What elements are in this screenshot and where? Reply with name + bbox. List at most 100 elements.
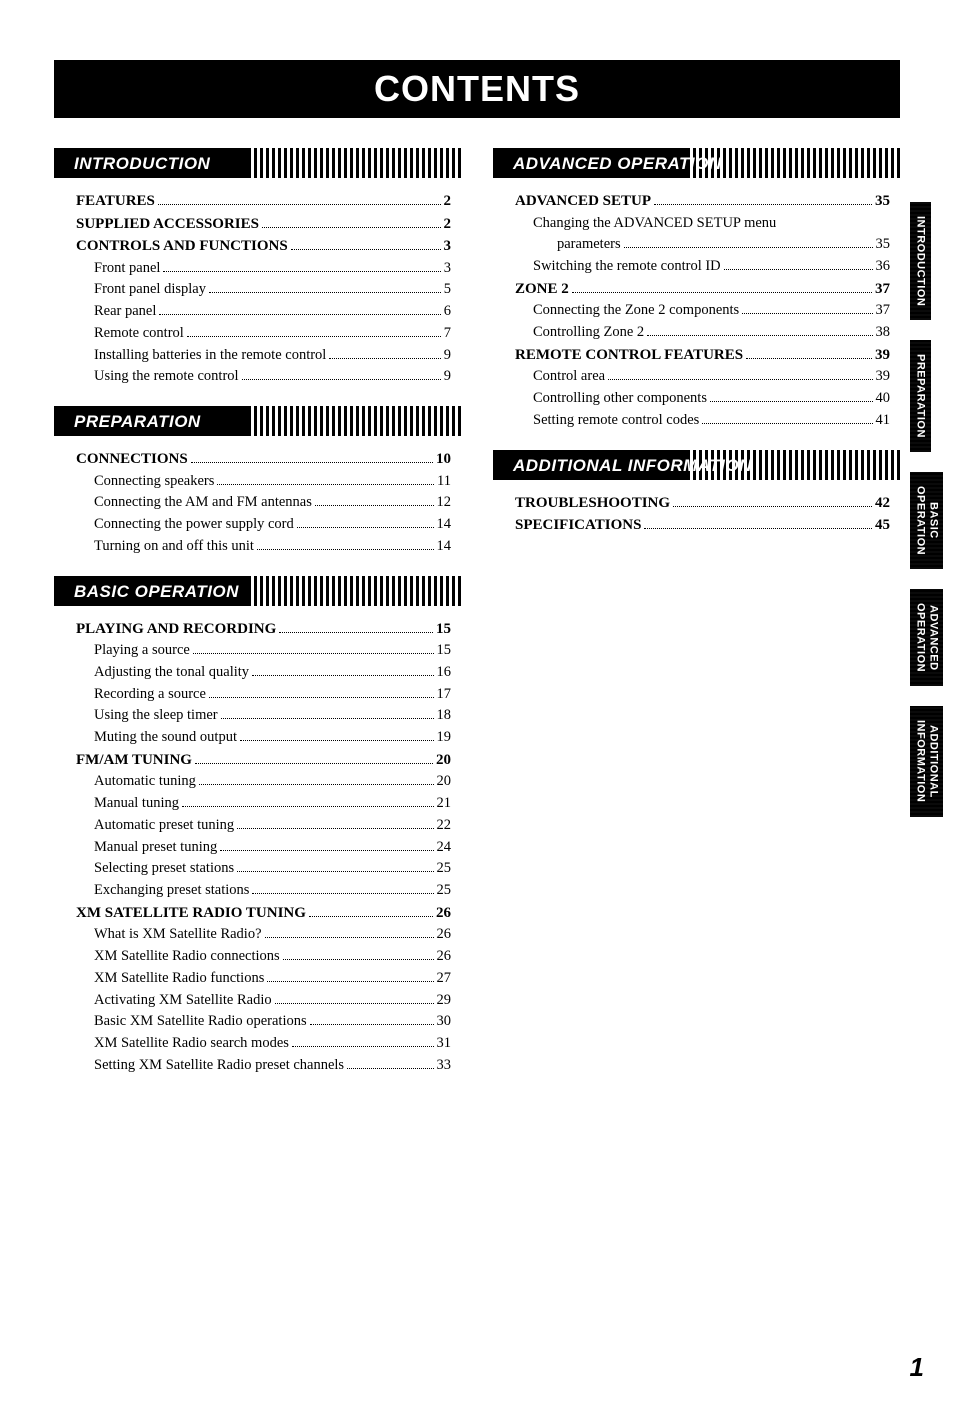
toc-page: 26: [437, 946, 452, 968]
toc-row: Automatic tuning20: [76, 771, 451, 793]
toc-page: 10: [436, 448, 451, 471]
toc-row: CONTROLS AND FUNCTIONS3: [76, 235, 451, 258]
toc-row: Installing batteries in the remote contr…: [76, 345, 451, 367]
toc-label: parameters: [557, 234, 621, 256]
toc-label: XM Satellite Radio search modes: [94, 1033, 289, 1055]
toc-leader-dots: [240, 740, 434, 741]
toc-page: 7: [444, 323, 451, 345]
toc-label: XM SATELLITE RADIO TUNING: [76, 902, 306, 925]
toc-leader-dots: [292, 1046, 434, 1047]
toc-page: 25: [437, 880, 452, 902]
toc-page: 15: [437, 640, 452, 662]
side-tab: INTRODUCTION: [910, 202, 931, 320]
toc-page: 3: [444, 235, 452, 258]
toc-leader-dots: [654, 204, 872, 205]
toc-row: CONNECTIONS10: [76, 448, 451, 471]
toc-row: Muting the sound output 19: [76, 727, 451, 749]
toc-row: ADVANCED SETUP35: [515, 190, 890, 213]
toc-row: Rear panel6: [76, 301, 451, 323]
toc-page: 6: [444, 301, 451, 323]
toc-label: Playing a source: [94, 640, 190, 662]
toc-label: Selecting preset stations: [94, 858, 234, 880]
toc-row: Using the remote control 9: [76, 366, 451, 388]
toc-leader-dots: [279, 632, 433, 633]
toc-row: Switching the remote control ID 36: [515, 256, 890, 278]
toc-page: 9: [444, 366, 451, 388]
toc-leader-dots: [221, 718, 434, 719]
toc-row: XM SATELLITE RADIO TUNING 26: [76, 902, 451, 925]
toc-page: 33: [437, 1055, 452, 1077]
toc-page: 37: [876, 300, 891, 322]
toc-leader-dots: [242, 379, 441, 380]
tab-line2: PREPARATION: [914, 354, 927, 438]
toc-label: Muting the sound output: [94, 727, 237, 749]
toc-page: 20: [436, 749, 451, 772]
toc-columns: INTRODUCTION FEATURES2SUPPLIED ACCESSORI…: [54, 148, 900, 1095]
toc-leader-dots: [237, 828, 433, 829]
toc-leader-dots: [297, 527, 434, 528]
toc-row: Front panel display5: [76, 279, 451, 301]
toc-leader-dots: [572, 292, 872, 293]
toc-label: Switching the remote control ID: [533, 256, 721, 278]
toc-leader-dots: [724, 269, 873, 270]
toc-leader-dots: [702, 423, 872, 424]
tab-line1: BASIC: [927, 486, 940, 555]
toc-row: PLAYING AND RECORDING15: [76, 618, 451, 641]
toc-page: 17: [437, 684, 452, 706]
toc-label: Installing batteries in the remote contr…: [94, 345, 326, 367]
section-body-preparation: CONNECTIONS10Connecting speakers11Connec…: [54, 444, 461, 576]
toc-leader-dots: [265, 937, 434, 938]
toc-page: 27: [437, 968, 452, 990]
toc-leader-dots: [347, 1068, 433, 1069]
section-header-advanced-operation: ADVANCED OPERATION: [493, 148, 900, 178]
toc-page: 22: [437, 815, 452, 837]
toc-label: Exchanging preset stations: [94, 880, 249, 902]
toc-page: 36: [876, 256, 891, 278]
toc-row: Exchanging preset stations 25: [76, 880, 451, 902]
toc-leader-dots: [159, 314, 440, 315]
toc-label: Connecting the power supply cord: [94, 514, 294, 536]
toc-page: 29: [437, 990, 452, 1012]
toc-page: 41: [876, 410, 891, 432]
toc-row: Remote control7: [76, 323, 451, 345]
toc-row: TROUBLESHOOTING42: [515, 492, 890, 515]
toc-label: Front panel: [94, 258, 160, 280]
toc-label: Using the remote control: [94, 366, 239, 388]
toc-row: Connecting the power supply cord14: [76, 514, 451, 536]
toc-row: Connecting speakers11: [76, 471, 451, 493]
toc-row: Playing a source 15: [76, 640, 451, 662]
tab-line2: OPERATION: [914, 603, 927, 672]
toc-page: 20: [437, 771, 452, 793]
toc-row: ZONE 237: [515, 278, 890, 301]
toc-leader-dots: [267, 981, 433, 982]
toc-row: Setting remote control codes41: [515, 410, 890, 432]
toc-leader-dots: [710, 401, 873, 402]
toc-row: REMOTE CONTROL FEATURES39: [515, 344, 890, 367]
toc-row: FEATURES2: [76, 190, 451, 213]
toc-page: 39: [876, 366, 891, 388]
toc-leader-dots: [309, 916, 433, 917]
toc-label: Connecting the AM and FM antennas: [94, 492, 312, 514]
toc-row: parameters35: [515, 234, 890, 256]
toc-page: 25: [437, 858, 452, 880]
toc-page: 26: [436, 902, 451, 925]
toc-leader-dots: [193, 653, 434, 654]
toc-leader-dots: [283, 959, 434, 960]
toc-row: Turning on and off this unit14: [76, 536, 451, 558]
toc-page: 2: [444, 190, 452, 213]
toc-label: Using the sleep timer: [94, 705, 218, 727]
tab-line1: ADVANCED: [927, 603, 940, 672]
toc-label: Controlling other components: [533, 388, 707, 410]
section-body-advanced-operation: ADVANCED SETUP35Changing the ADVANCED SE…: [493, 186, 900, 450]
toc-label: Automatic preset tuning: [94, 815, 234, 837]
toc-row: SPECIFICATIONS45: [515, 514, 890, 537]
toc-leader-dots: [742, 313, 872, 314]
toc-label: Basic XM Satellite Radio operations: [94, 1011, 307, 1033]
toc-leader-dots: [217, 484, 434, 485]
toc-page: 19: [437, 727, 452, 749]
toc-label: Controlling Zone 2: [533, 322, 644, 344]
page: CONTENTS INTRODUCTION FEATURES2SUPPLIED …: [0, 60, 954, 1413]
section-header-basic-operation: BASIC OPERATION: [54, 576, 461, 606]
toc-label: Connecting speakers: [94, 471, 214, 493]
side-tab: ADVANCEDOPERATION: [910, 589, 943, 686]
